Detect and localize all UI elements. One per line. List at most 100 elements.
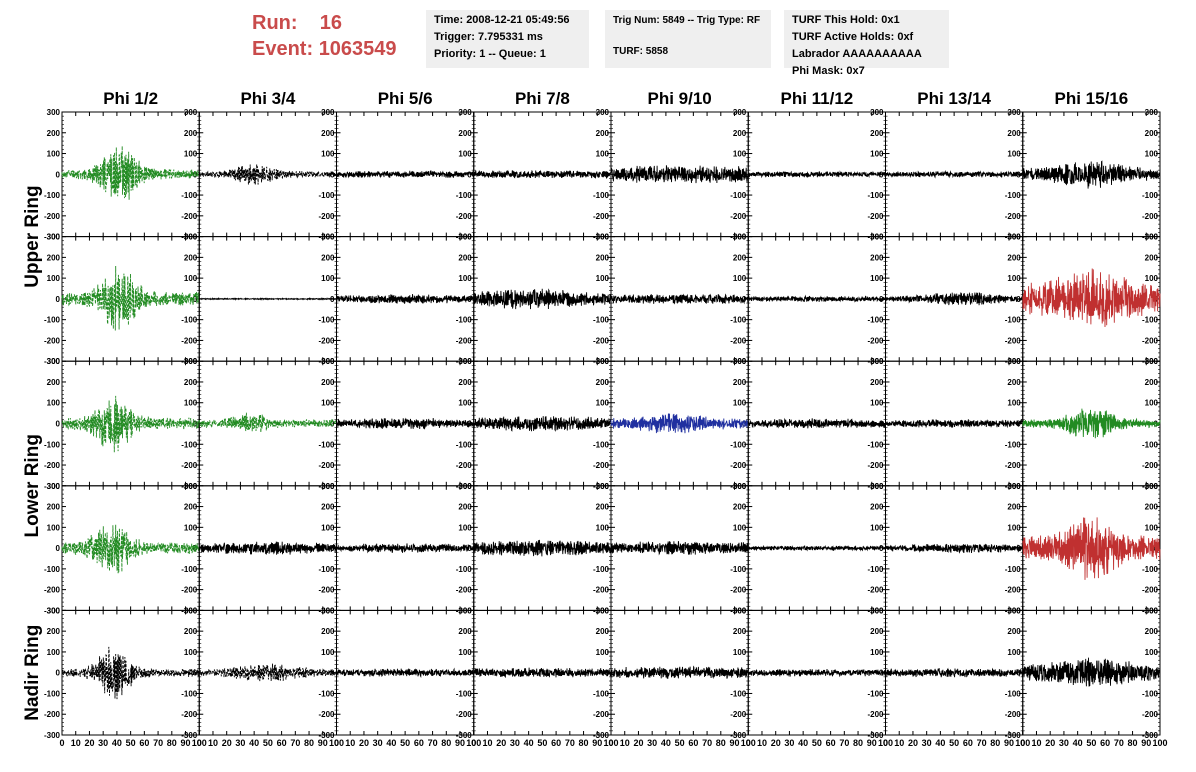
y-tick-label-right: 300 xyxy=(733,482,747,491)
y-tick-label-right: -300 xyxy=(593,357,610,366)
y-tick-label-right: 300 xyxy=(870,606,884,615)
x-tick-label: 0 xyxy=(883,738,888,748)
x-tick-label: 60 xyxy=(1100,738,1110,748)
y-tick-label-right: -200 xyxy=(730,586,747,595)
y-tick-label-right: -200 xyxy=(1142,212,1159,221)
y-tick-label-right: 100 xyxy=(1145,523,1159,532)
waveform-trace xyxy=(61,395,200,453)
y-tick-label-right: 200 xyxy=(596,503,610,512)
x-tick-label: 0 xyxy=(334,738,339,748)
y-tick-label-right: 100 xyxy=(321,150,335,159)
y-tick-label: -300 xyxy=(44,233,61,242)
x-tick-label: 80 xyxy=(853,738,863,748)
y-tick-label-right: 300 xyxy=(596,482,610,491)
run-row: Run: 16 xyxy=(252,10,397,36)
y-tick-label-right: -100 xyxy=(456,191,473,200)
y-tick-label-right: 300 xyxy=(184,357,198,366)
waveform-trace xyxy=(610,541,749,556)
y-tick-label: 200 xyxy=(47,503,61,512)
x-tick-label: 30 xyxy=(98,738,108,748)
x-tick-label: 10 xyxy=(894,738,904,748)
x-tick-label: 100 xyxy=(603,738,618,748)
y-tick-label-right: 100 xyxy=(458,523,472,532)
x-tick-label: 70 xyxy=(977,738,987,748)
x-tick-label: 10 xyxy=(1031,738,1041,748)
y-tick-label-right: -300 xyxy=(318,357,335,366)
y-tick-label-right: -100 xyxy=(456,689,473,698)
waveform-trace xyxy=(198,297,337,301)
y-tick-label: -200 xyxy=(44,336,61,345)
run-event-header: Run: 16 Event: 1063549 xyxy=(252,10,397,62)
event-label: Event: xyxy=(252,38,314,60)
waveform-trace xyxy=(885,292,1024,306)
y-tick-label: -100 xyxy=(44,565,61,574)
y-tick-label-right: -100 xyxy=(181,689,198,698)
y-tick-label-right: -200 xyxy=(867,336,884,345)
y-tick-label-right: -300 xyxy=(181,606,198,615)
x-tick-label: 70 xyxy=(428,738,438,748)
y-tick-label-right: -200 xyxy=(730,710,747,719)
y-tick-label-right: -300 xyxy=(456,482,473,491)
y-tick-label-right: 300 xyxy=(184,482,198,491)
y-tick-label-right: 0 xyxy=(330,170,335,179)
waveform-trace xyxy=(336,294,475,304)
y-tick-label-right: 200 xyxy=(321,253,335,262)
waveform-panel: -300 -300 -200 -200 -100 -100 0 0 100 100 200 200 30… xyxy=(44,233,200,366)
y-tick-label-right: 200 xyxy=(184,627,198,636)
x-tick-label: 20 xyxy=(84,738,94,748)
y-tick-label-right: 100 xyxy=(870,274,884,283)
y-tick-label-right: -300 xyxy=(181,357,198,366)
y-tick-label: 200 xyxy=(47,378,61,387)
y-tick-label-right: -300 xyxy=(867,233,884,242)
waveform-trace xyxy=(473,667,612,679)
priority-text: Priority: 1 -- Queue: 1 xyxy=(434,48,546,60)
y-tick-label-right: -100 xyxy=(593,689,610,698)
y-tick-label-right: 300 xyxy=(458,233,472,242)
x-tick-label: 80 xyxy=(441,738,451,748)
x-tick-label: 0 xyxy=(746,738,751,748)
y-tick-label-right: -100 xyxy=(318,440,335,449)
x-tick-label: 20 xyxy=(496,738,506,748)
y-tick-label-right: -300 xyxy=(318,731,335,740)
column-header: Phi 1/2 xyxy=(103,89,158,108)
y-tick-label-right: 100 xyxy=(596,274,610,283)
y-tick-label-right: 200 xyxy=(184,503,198,512)
waveform-trace xyxy=(885,667,1024,678)
x-tick-label: 10 xyxy=(208,738,218,748)
waveform-trace xyxy=(1022,657,1161,687)
y-tick-label-right: 100 xyxy=(596,150,610,159)
y-tick-label-right: 200 xyxy=(458,253,472,262)
x-tick-label: 40 xyxy=(112,738,122,748)
y-tick-label-right: -300 xyxy=(730,606,747,615)
y-tick-label-right: -100 xyxy=(181,191,198,200)
y-tick-label: -300 xyxy=(44,357,61,366)
y-tick-label-right: -300 xyxy=(730,357,747,366)
y-tick-label-right: 300 xyxy=(870,357,884,366)
y-tick-label-right: 200 xyxy=(596,627,610,636)
waveform-trace xyxy=(885,169,1024,179)
x-tick-label: 30 xyxy=(647,738,657,748)
time-text: Time: 2008-12-21 05:49:56 xyxy=(434,14,570,26)
y-tick-label-right: -200 xyxy=(593,212,610,221)
y-tick-label-right: -300 xyxy=(181,482,198,491)
waveform-trace xyxy=(747,668,886,678)
y-tick-label-right: -200 xyxy=(1005,336,1022,345)
y-tick-label-right: -300 xyxy=(1142,606,1159,615)
y-tick-label-right: 200 xyxy=(733,627,747,636)
y-tick-label-right: -300 xyxy=(318,482,335,491)
waveform-trace xyxy=(198,541,337,555)
x-tick-label: 50 xyxy=(400,738,410,748)
y-tick-label: 200 xyxy=(47,253,61,262)
y-tick-label-right: -100 xyxy=(1142,565,1159,574)
y-tick-label: -200 xyxy=(44,212,61,221)
y-tick-label-right: -300 xyxy=(456,731,473,740)
